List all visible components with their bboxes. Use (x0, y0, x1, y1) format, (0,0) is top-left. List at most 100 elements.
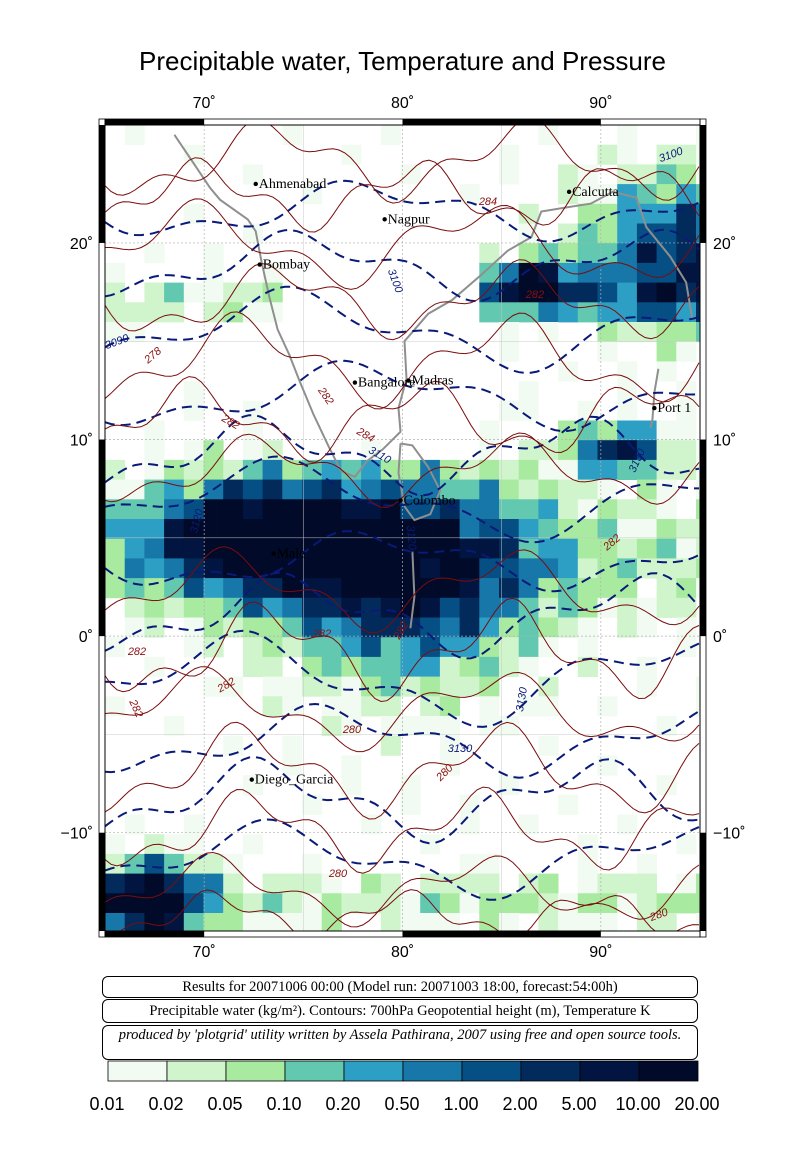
temperature-contour (105, 125, 700, 204)
pw-cell (617, 578, 638, 599)
pw-cell (459, 459, 480, 480)
pw-cell (361, 676, 382, 697)
pw-cell (676, 893, 697, 914)
pw-cell (400, 637, 421, 658)
pw-cell (558, 262, 579, 283)
pw-cell (538, 302, 559, 323)
pw-cell (105, 282, 126, 303)
pw-cell (144, 617, 165, 638)
pw-cell (696, 696, 700, 717)
pw-cell (183, 282, 204, 303)
pw-cell (656, 203, 677, 224)
pw-cell (262, 913, 283, 931)
pw-cell (282, 459, 303, 480)
temperature-contour (105, 198, 700, 290)
pw-cell (636, 853, 657, 874)
pw-cell (282, 617, 303, 638)
pw-cell (656, 420, 677, 441)
pw-cell (164, 558, 185, 579)
pw-cell (479, 617, 500, 638)
pw-cell (676, 597, 697, 618)
pw-cell (361, 479, 382, 500)
pw-cell (636, 893, 657, 914)
pw-cell (617, 361, 638, 382)
pw-cell (341, 775, 362, 796)
pw-cell (499, 341, 520, 362)
pw-cell (479, 538, 500, 559)
pw-cell (459, 676, 480, 697)
pw-cell (636, 262, 657, 283)
pw-cell (183, 203, 204, 224)
colorbar-swatch (284, 1060, 345, 1082)
pw-cell (144, 243, 165, 264)
pw-cell (656, 341, 677, 362)
pw-cell (341, 676, 362, 697)
lat-tick-label-right: 10˚ (713, 433, 736, 450)
pw-cell (518, 637, 539, 658)
pw-cell (439, 656, 460, 677)
pw-cell (439, 735, 460, 756)
pw-cell (479, 558, 500, 579)
pw-cell (144, 302, 165, 323)
pw-cell (262, 459, 283, 480)
pw-cell (577, 893, 598, 914)
pw-cell (144, 479, 165, 500)
pw-cell (183, 459, 204, 480)
pw-cell (380, 735, 401, 756)
pw-cell (124, 519, 145, 540)
pw-cell (518, 617, 539, 638)
pw-cell (321, 893, 342, 914)
pw-cell (636, 656, 657, 677)
pw-cell (341, 538, 362, 559)
pw-cell (124, 558, 145, 579)
pw-cell (400, 558, 421, 579)
pw-cell (420, 558, 441, 579)
pw-cell (420, 676, 441, 697)
pw-cell (439, 519, 460, 540)
pw-cell (617, 597, 638, 618)
pw-cell (617, 519, 638, 540)
pw-cell (302, 499, 323, 520)
colorbar-label: 0.20 (325, 1094, 361, 1114)
geopotential-contour (105, 228, 700, 303)
pw-cell (144, 459, 165, 480)
pw-cell (380, 696, 401, 717)
pw-cell (183, 617, 204, 638)
pw-cell (341, 558, 362, 579)
pw-cell (676, 578, 697, 599)
pw-cell (420, 913, 441, 931)
pw-cell (420, 656, 441, 677)
pw-cell (164, 893, 185, 914)
pw-cell (223, 479, 244, 500)
geopotential-contour (105, 359, 700, 432)
pw-cell (262, 538, 283, 559)
pw-cell (676, 558, 697, 579)
pw-cell (282, 538, 303, 559)
pw-cell (597, 243, 618, 264)
pw-cell (400, 716, 421, 737)
pw-cell (676, 440, 697, 461)
pw-cell (242, 519, 263, 540)
contour-label: 3130 (514, 686, 530, 713)
frame-segment (700, 832, 706, 931)
frame-segment (99, 832, 105, 931)
pw-cell (400, 656, 421, 677)
pw-cell (459, 617, 480, 638)
lon-tick-label-bottom: 90˚ (589, 944, 612, 961)
pw-cell (656, 144, 677, 165)
pw-cell (400, 676, 421, 697)
pw-cell (636, 913, 657, 931)
pw-cell (223, 578, 244, 599)
pw-cell (223, 873, 244, 894)
city-marker (257, 262, 262, 267)
pw-cell (617, 440, 638, 461)
pw-cell (479, 853, 500, 874)
pw-cell (282, 913, 303, 931)
pw-cell (302, 617, 323, 638)
pw-cell (696, 459, 700, 480)
pw-cell (656, 499, 677, 520)
pw-cell (499, 716, 520, 737)
pw-cell (479, 519, 500, 540)
colorbar-label: 5.00 (561, 1094, 597, 1114)
pw-cell (203, 282, 224, 303)
